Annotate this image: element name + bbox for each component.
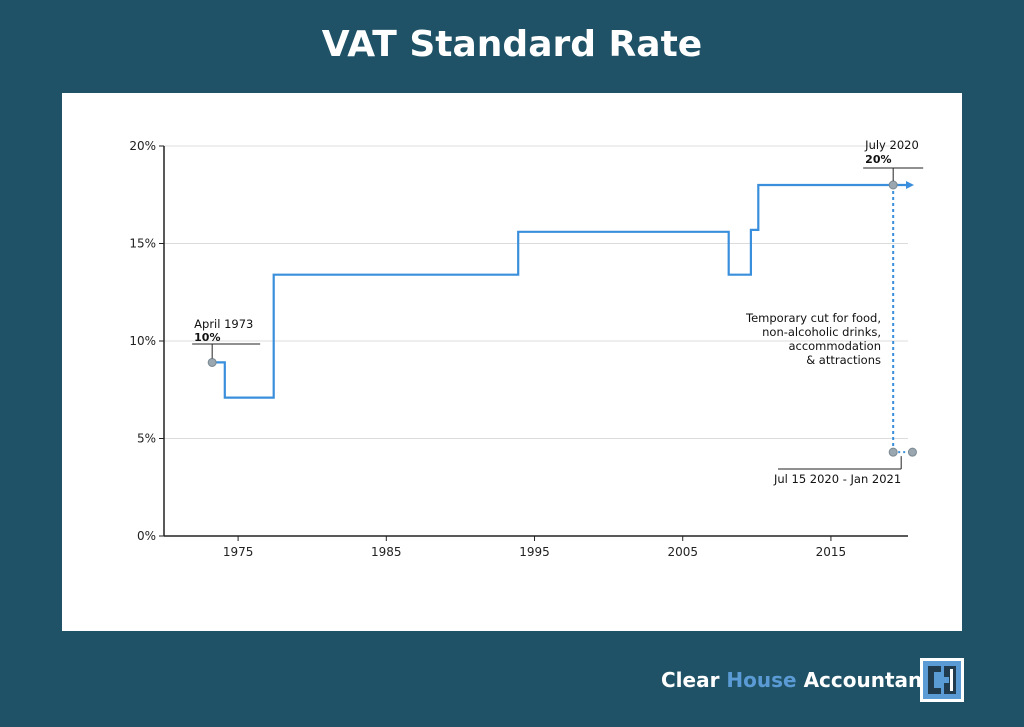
annotation-1973-title: April 1973 xyxy=(194,317,253,331)
annotation-temp-note-line: non-alcoholic drinks, xyxy=(762,325,881,339)
vat-rate-line xyxy=(212,183,908,399)
x-tick-label: 2005 xyxy=(667,545,698,559)
x-tick-label: 1995 xyxy=(519,545,550,559)
annotation-temp-period: Jul 15 2020 - Jan 2021 xyxy=(773,472,901,486)
annotation-temp-note-line: Temporary cut for food, xyxy=(745,311,881,325)
arrow-head xyxy=(906,181,914,189)
y-tick-label: 5% xyxy=(137,432,156,446)
annotation-2020-title: July 2020 xyxy=(864,138,919,152)
brand-name-part2: House xyxy=(726,668,797,692)
brand-name-part1: Clear xyxy=(661,668,727,692)
annotation-1973-value: 10% xyxy=(194,331,220,344)
x-tick-label: 1975 xyxy=(223,545,254,559)
chart-panel: 0% 5% 10% 15% 20% 1975 1985 1995 2005 2015 April 1… xyxy=(62,93,962,631)
x-tick-label: 2015 xyxy=(816,545,847,559)
annotation-temp-note-line: & attractions xyxy=(806,353,881,367)
y-tick-label: 20% xyxy=(129,139,156,153)
vat-rate-chart: 0% 5% 10% 15% 20% 1975 1985 1995 2005 2015 April 1… xyxy=(129,138,924,559)
y-tick-label: 0% xyxy=(137,529,156,543)
marker-temp-end xyxy=(907,447,917,457)
x-tick-label: 1985 xyxy=(371,545,402,559)
annotation-temp-note-line: accommodation xyxy=(788,339,881,353)
page-title: VAT Standard Rate xyxy=(321,24,703,65)
y-tick-label: 10% xyxy=(129,334,156,348)
marker-temp-start xyxy=(888,447,898,457)
annotation-2020-value: 20% xyxy=(865,153,891,166)
y-tick-label: 15% xyxy=(129,237,156,251)
brand-name: Clear House Accountants xyxy=(661,668,944,692)
marker-2020 xyxy=(888,180,898,190)
marker-1973 xyxy=(207,357,217,367)
ch-logo-icon xyxy=(920,658,964,702)
